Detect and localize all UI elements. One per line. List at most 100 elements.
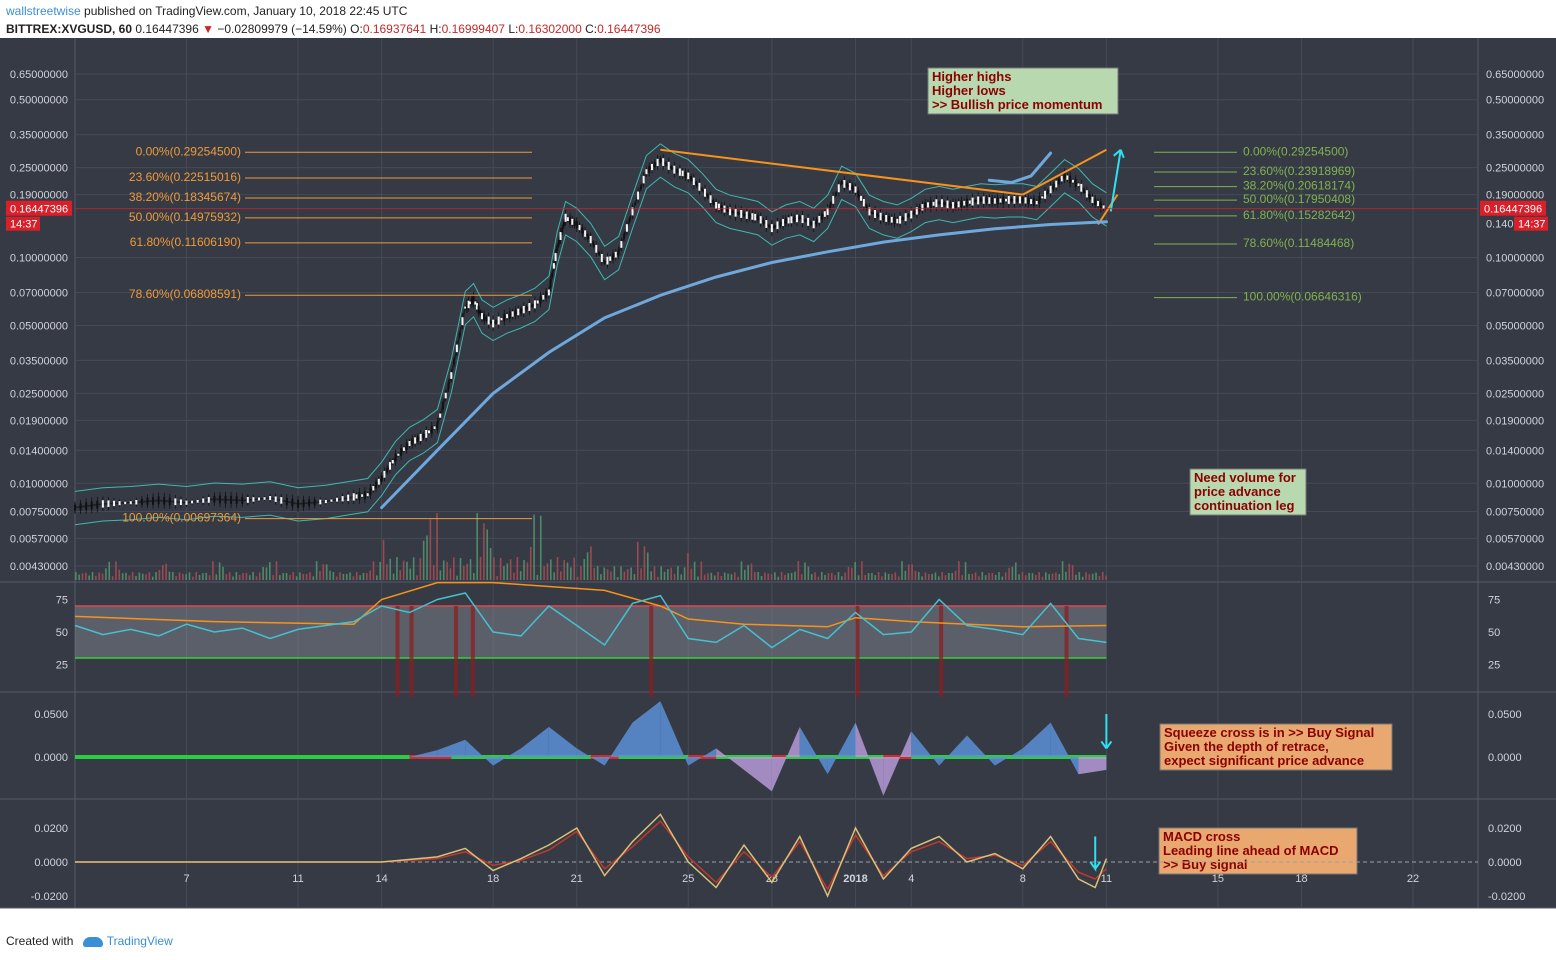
momentum-area xyxy=(632,701,661,757)
candle-body xyxy=(664,162,667,166)
candle-body xyxy=(846,183,849,188)
candle-body xyxy=(954,201,957,208)
volume-bar xyxy=(794,571,796,580)
momentum-area xyxy=(827,722,856,775)
volume-bar xyxy=(720,575,723,580)
candle-body xyxy=(467,300,470,309)
volume-bar xyxy=(653,566,656,580)
volume-bar xyxy=(118,569,121,580)
candle-body xyxy=(324,499,327,504)
high-value: 0.16999407 xyxy=(441,22,505,36)
momentum-area xyxy=(493,748,521,766)
volume-note-line: price advance xyxy=(1194,484,1281,499)
candle-body xyxy=(517,308,520,316)
candle-body xyxy=(609,256,612,261)
candle-body xyxy=(623,233,626,239)
candle-body xyxy=(882,215,885,221)
candle-body xyxy=(676,168,679,173)
candle-body xyxy=(1057,178,1060,185)
right-time-marker xyxy=(1514,216,1548,231)
candle-body xyxy=(163,496,166,505)
chart-canvas[interactable]: 0.65000000 0.65000000 0.50000000 0.50000000… xyxy=(0,38,1556,924)
volume-bar xyxy=(810,574,813,580)
candle-body xyxy=(241,496,244,504)
candle-body xyxy=(1088,194,1091,200)
wedge-lower-line xyxy=(1097,194,1119,226)
candle-body xyxy=(745,211,748,219)
candle-body xyxy=(759,216,762,224)
volume-bar xyxy=(1061,561,1064,580)
candles xyxy=(74,154,1105,514)
volume-bar xyxy=(938,576,940,580)
volume-bar xyxy=(770,574,773,580)
volume-bar xyxy=(1001,576,1004,580)
candle-body xyxy=(433,426,436,430)
candle-body xyxy=(375,481,378,489)
candle-body xyxy=(1074,178,1077,187)
volume-bar xyxy=(192,576,194,580)
candle-body xyxy=(405,442,408,451)
volume-bar xyxy=(456,575,458,580)
volume-bar xyxy=(606,569,609,580)
candle-body xyxy=(595,244,598,253)
volume-bar xyxy=(429,519,432,580)
candle-body xyxy=(620,241,623,248)
volume-bar xyxy=(1078,572,1081,580)
volume-bar xyxy=(245,572,248,580)
tradingview-logo[interactable]: TradingView xyxy=(82,934,173,948)
fib-left-label: 0.00%(0.29254500) xyxy=(136,144,241,158)
candle-body xyxy=(768,224,771,228)
volume-bar xyxy=(917,572,920,580)
down-arrow-icon: ▼ xyxy=(202,22,215,36)
time-tick: 14 xyxy=(376,873,388,885)
volume-bar xyxy=(616,576,619,580)
volume-bar xyxy=(901,561,903,580)
candle-body xyxy=(979,197,982,202)
squeeze-note-line: expect significant price advance xyxy=(1164,753,1364,768)
volume-bar xyxy=(452,557,455,580)
candle-body xyxy=(475,303,478,310)
price-tick-right: 0.25000000 xyxy=(1486,163,1544,175)
candle-body xyxy=(477,305,480,314)
candle-body xyxy=(330,499,333,502)
momentum-area xyxy=(994,748,1023,766)
volume-bar xyxy=(386,564,388,580)
volume-bar xyxy=(861,561,863,580)
volume-bar xyxy=(382,539,385,580)
volume-bar xyxy=(409,568,412,580)
candle-body xyxy=(712,199,715,205)
volume-bar xyxy=(503,566,505,580)
volume-bar xyxy=(847,566,850,580)
author-link[interactable]: wallstreetwise xyxy=(6,4,81,18)
candle-body xyxy=(653,161,656,168)
volume-bar xyxy=(667,569,669,580)
volume-bar xyxy=(814,572,816,580)
candle-body xyxy=(531,304,534,307)
momentum-area xyxy=(465,739,494,766)
price-tick-left: 0.25000000 xyxy=(10,163,68,175)
volume-bar xyxy=(774,572,776,580)
momentum-area xyxy=(855,722,884,796)
candle-body xyxy=(372,485,375,491)
volume-bar xyxy=(877,572,880,580)
volume-bar xyxy=(529,546,532,580)
volume-bar xyxy=(406,561,408,580)
volume-bar xyxy=(258,572,261,580)
candle-body xyxy=(213,495,216,503)
volume-bar xyxy=(623,571,626,580)
trendline-top xyxy=(660,148,1023,196)
volume-bar xyxy=(994,574,997,580)
price-tick-right: 0.03500000 xyxy=(1486,355,1544,367)
candle-body xyxy=(793,216,796,222)
candle-body xyxy=(1018,196,1021,204)
high-label: H: xyxy=(429,22,442,36)
candle-body xyxy=(857,190,860,198)
volume-bar xyxy=(934,572,937,580)
volume-bar xyxy=(222,566,224,580)
candle-body xyxy=(302,499,305,508)
tradingview-brand: TradingView xyxy=(106,934,173,948)
candle-body xyxy=(506,314,509,319)
volume-bar xyxy=(115,561,117,580)
candle-body xyxy=(291,498,294,507)
volume-bar xyxy=(469,559,472,580)
